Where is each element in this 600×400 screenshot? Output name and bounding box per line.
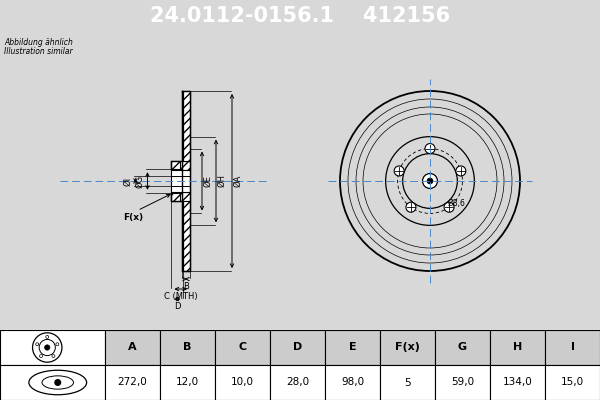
- Circle shape: [425, 144, 435, 154]
- Bar: [172, 162, 190, 170]
- Bar: [182, 91, 190, 162]
- Text: 15,0: 15,0: [561, 378, 584, 388]
- Bar: [325, 365, 380, 400]
- Bar: [172, 170, 190, 192]
- Bar: [325, 330, 380, 365]
- Bar: [380, 365, 435, 400]
- Text: D: D: [174, 302, 181, 311]
- Bar: [490, 365, 545, 400]
- Bar: [182, 91, 190, 162]
- Text: 28,0: 28,0: [286, 378, 309, 388]
- Bar: [105, 330, 160, 365]
- Bar: [490, 330, 545, 365]
- Bar: [182, 200, 190, 271]
- Text: I: I: [571, 342, 575, 352]
- Bar: [270, 365, 325, 400]
- Text: Abbildung ähnlich: Abbildung ähnlich: [4, 38, 73, 47]
- Text: Illustration similar: Illustration similar: [4, 47, 73, 56]
- Circle shape: [44, 345, 50, 350]
- Text: F(x): F(x): [124, 212, 143, 222]
- Circle shape: [456, 166, 466, 176]
- Circle shape: [427, 178, 433, 184]
- Bar: [435, 365, 490, 400]
- Text: 5: 5: [404, 378, 411, 388]
- Text: ØG: ØG: [136, 174, 145, 188]
- Circle shape: [444, 202, 454, 212]
- Bar: [160, 365, 215, 400]
- Text: Ø8,6: Ø8,6: [448, 199, 466, 208]
- Bar: [545, 365, 600, 400]
- Text: 24.0112-0156.1    412156: 24.0112-0156.1 412156: [150, 6, 450, 26]
- Text: ØH: ØH: [217, 174, 226, 188]
- Bar: [182, 162, 190, 200]
- Text: 59,0: 59,0: [451, 378, 474, 388]
- Text: C: C: [238, 342, 247, 352]
- Text: D: D: [293, 342, 302, 352]
- Text: G: G: [458, 342, 467, 352]
- Text: B: B: [183, 282, 189, 291]
- Circle shape: [394, 166, 404, 176]
- Bar: [0, 330, 105, 365]
- Bar: [172, 193, 182, 200]
- Text: ØA: ØA: [233, 175, 242, 187]
- Bar: [435, 330, 490, 365]
- Bar: [0, 365, 105, 400]
- Text: 272,0: 272,0: [118, 378, 148, 388]
- Text: A: A: [128, 342, 137, 352]
- Text: 98,0: 98,0: [341, 378, 364, 388]
- Bar: [160, 330, 215, 365]
- Circle shape: [406, 202, 416, 212]
- Text: B: B: [184, 342, 191, 352]
- Text: 12,0: 12,0: [176, 378, 199, 388]
- Text: ØE: ØE: [203, 175, 212, 187]
- Bar: [380, 330, 435, 365]
- Text: ØI: ØI: [124, 176, 133, 186]
- Bar: [215, 330, 270, 365]
- Circle shape: [55, 380, 61, 385]
- Bar: [105, 365, 160, 400]
- Text: E: E: [349, 342, 356, 352]
- Bar: [172, 162, 182, 169]
- Circle shape: [422, 174, 437, 188]
- Bar: [182, 200, 190, 271]
- Text: 134,0: 134,0: [503, 378, 532, 388]
- Bar: [270, 330, 325, 365]
- Text: H: H: [513, 342, 522, 352]
- Bar: [172, 192, 190, 200]
- Bar: [545, 330, 600, 365]
- Text: F(x): F(x): [395, 342, 420, 352]
- Text: 10,0: 10,0: [231, 378, 254, 388]
- Text: C (MTH): C (MTH): [164, 292, 197, 301]
- Bar: [215, 365, 270, 400]
